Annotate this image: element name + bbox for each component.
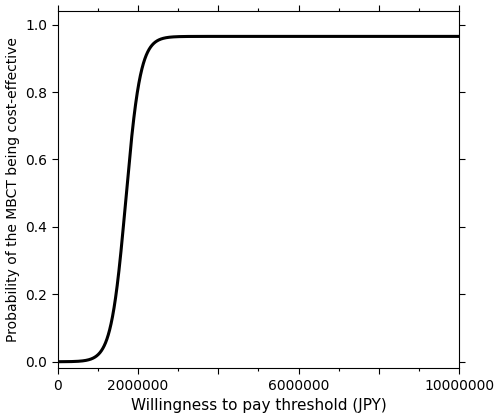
X-axis label: Willingness to pay threshold (JPY): Willingness to pay threshold (JPY) [130,398,386,414]
Y-axis label: Probability of the MBCT being cost-effective: Probability of the MBCT being cost-effec… [6,37,20,342]
